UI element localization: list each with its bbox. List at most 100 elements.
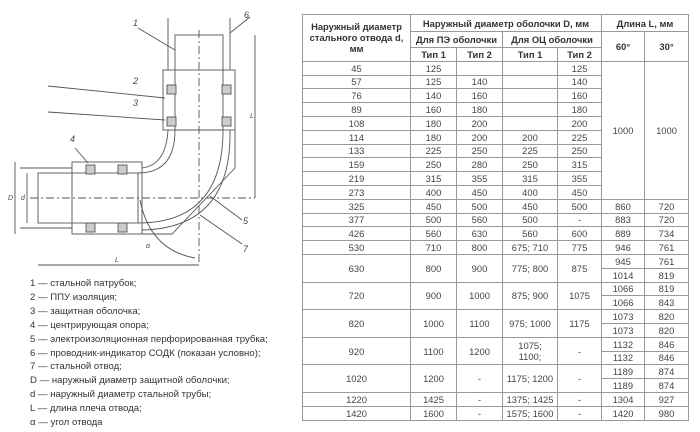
- cell-l60: 1014: [601, 267, 645, 283]
- cell-oc1: 675; 710: [502, 240, 558, 255]
- cell-pe1: 180: [410, 129, 457, 145]
- cell-oc1: 1575; 1600: [502, 405, 558, 421]
- cell-pe1: 800: [410, 253, 457, 283]
- cell-pe2: 355: [456, 171, 503, 186]
- cell-l60: 1132: [601, 336, 645, 352]
- cell-l30: 761: [644, 253, 689, 269]
- cell-pe1: 710: [410, 240, 457, 255]
- cell-l60: 1000: [601, 60, 645, 200]
- cell-pe1: 140: [410, 88, 457, 104]
- cell-l60: 1066: [601, 295, 645, 311]
- cell-l30: 819: [644, 281, 689, 297]
- legend-item: 5 — электроизоляционная перфорированная …: [30, 333, 268, 345]
- cell-oc2: 250: [557, 143, 602, 159]
- cell-l30: 761: [644, 240, 689, 255]
- cell-l60: 1420: [601, 405, 645, 421]
- header-d: Наружный диаметр стального отвода d, мм: [302, 14, 411, 62]
- cell-l30: 980: [644, 405, 689, 421]
- cell-oc2: -: [557, 391, 602, 407]
- cell-l30: 843: [644, 295, 689, 311]
- cell-d: 89: [302, 102, 411, 117]
- legend-item: L — длина плеча отвода;: [30, 403, 142, 415]
- header-oc: Для ОЦ оболочки: [502, 31, 602, 48]
- table-row: 1020 1200-1175; 1200-1189 874: [302, 364, 689, 393]
- cell-d: 325: [302, 198, 411, 214]
- cell-d: 133: [302, 143, 411, 159]
- cell-l60: 1304: [601, 391, 645, 407]
- cell-l60: 945: [601, 253, 645, 269]
- cell-pe2: -: [456, 405, 503, 421]
- cell-oc2: 775: [557, 240, 602, 255]
- table-row: 1420 1600-1575; 1600-1420 980: [302, 405, 689, 421]
- cell-d: 820: [302, 309, 411, 338]
- cell-d: 114: [302, 129, 411, 145]
- header-60: 60°: [601, 31, 645, 62]
- header-D: Наружный диаметр оболочки D, мм: [410, 14, 602, 32]
- cell-pe1: 1200: [410, 364, 457, 393]
- cell-pe2: -: [456, 364, 503, 393]
- legend-item: 2 — ППУ изоляция;: [30, 291, 118, 303]
- cell-l60: 1066: [601, 281, 645, 297]
- cell-pe1: 1000: [410, 309, 457, 338]
- cell-pe2: 140: [456, 74, 503, 90]
- pipe-bend-drawing: 1 2 3 4 5 6 7 D d L L α: [8, 10, 256, 266]
- table-row: 426 560 630 560 600 889 734: [302, 226, 689, 242]
- cell-oc1: 875; 900: [502, 281, 558, 311]
- cell-oc1: 560: [502, 226, 558, 242]
- cell-pe2: 560: [456, 212, 503, 228]
- header-oc-type1: Тип 1: [502, 47, 558, 62]
- cell-d: 1020: [302, 364, 411, 393]
- table-row: 720 900 1000 875; 900 1075 1066 819: [302, 281, 689, 311]
- table-row: 45 125 125 1000 1000: [302, 60, 689, 200]
- cell-oc2: 200: [557, 115, 602, 131]
- dim-D: D: [8, 195, 13, 202]
- callout-2: 2: [132, 76, 138, 86]
- cell-oc2: 1175: [557, 309, 602, 338]
- cell-oc2: 1075: [557, 281, 602, 311]
- cell-pe2: -: [456, 391, 503, 407]
- table-row: 920 1100 1200 1075; 1100; -1132 846: [302, 336, 689, 366]
- cell-pe1: 225: [410, 143, 457, 159]
- cell-pe2: 1100: [456, 309, 503, 338]
- cell-pe1: 1600: [410, 405, 457, 421]
- table-row: 133 225 250 225 250: [302, 143, 689, 159]
- cell-d: 45: [302, 60, 411, 76]
- cell-l60: 1132: [601, 350, 645, 366]
- table-row: 1220 1425-1375; 1425-1304 927: [302, 391, 689, 407]
- cell-l30: 720: [644, 198, 689, 214]
- cell-oc1: 975; 1000: [502, 309, 558, 338]
- cell-l30: 819: [644, 267, 689, 283]
- cell-l30: 820: [644, 309, 689, 324]
- cell-d: 159: [302, 157, 411, 173]
- cell-oc2: -: [557, 212, 602, 228]
- cell-l60: 946: [601, 240, 645, 255]
- cell-oc2: -: [557, 336, 602, 366]
- cell-d: 530: [302, 240, 411, 255]
- table-row: 76 140 160 160: [302, 88, 689, 104]
- legend-item: d — наружный диаметр стальной трубы;: [30, 389, 212, 401]
- table-row: 273 400 450 400 450: [302, 184, 689, 200]
- cell-oc2: 450: [557, 184, 602, 200]
- table-row: 820 1000 1100 975; 1000 1175 1073 820: [302, 309, 689, 338]
- cell-pe1: 900: [410, 281, 457, 311]
- cell-oc1: 1175; 1200: [502, 364, 558, 393]
- cell-pe2: 200: [456, 129, 503, 145]
- cell-pe1: 400: [410, 184, 457, 200]
- cell-d: 1420: [302, 405, 411, 421]
- cell-pe1: 500: [410, 212, 457, 228]
- cell-l60: 889: [601, 226, 645, 242]
- cell-oc1: 225: [502, 143, 558, 159]
- cell-oc2: 875: [557, 253, 602, 283]
- cell-d: 630: [302, 253, 411, 283]
- table-row: 89 160 180 180: [302, 102, 689, 117]
- cell-oc1: 775; 800: [502, 253, 558, 283]
- legend-item: D — наружный диаметр защитной оболочки;: [30, 375, 230, 387]
- dim-d: d: [21, 195, 26, 202]
- cell-pe1: 560: [410, 226, 457, 242]
- cell-pe2: 500: [456, 198, 503, 214]
- header-pe: Для ПЭ оболочки: [410, 31, 503, 48]
- cell-pe1: 1425: [410, 391, 457, 407]
- cell-d: 76: [302, 88, 411, 104]
- cell-pe1: 180: [410, 115, 457, 131]
- cell-l30: 927: [644, 391, 689, 407]
